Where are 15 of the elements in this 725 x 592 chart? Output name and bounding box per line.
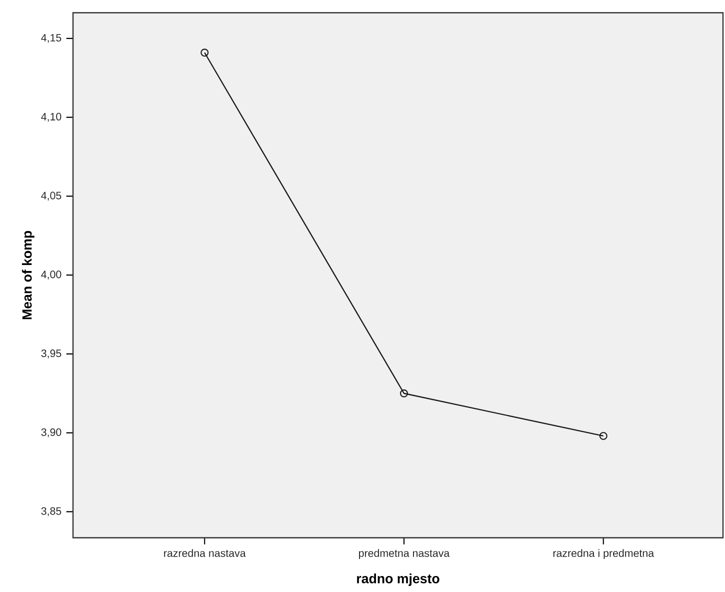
point <box>400 389 408 398</box>
y-tick-label: 3,85 <box>41 507 62 516</box>
x-tick-label: razredna i predmetna <box>553 549 654 560</box>
point <box>200 48 209 57</box>
point <box>599 432 608 440</box>
x-tick-label: predmetna nastava <box>359 549 450 560</box>
y-tick-label: 4,05 <box>41 192 62 201</box>
y-axis-title: Mean of komp <box>22 230 34 320</box>
x-tick-label: razredna nastava <box>164 549 246 557</box>
y-tick-label: 3,95 <box>41 350 62 358</box>
x-axis-title: radno mjesto <box>357 574 440 586</box>
y-tick-label: 4,10 <box>41 112 62 122</box>
y-tick-label: 4,00 <box>41 270 62 280</box>
y-tick-label: 4,15 <box>41 34 62 43</box>
y-tick-label: 3,90 <box>41 428 62 438</box>
